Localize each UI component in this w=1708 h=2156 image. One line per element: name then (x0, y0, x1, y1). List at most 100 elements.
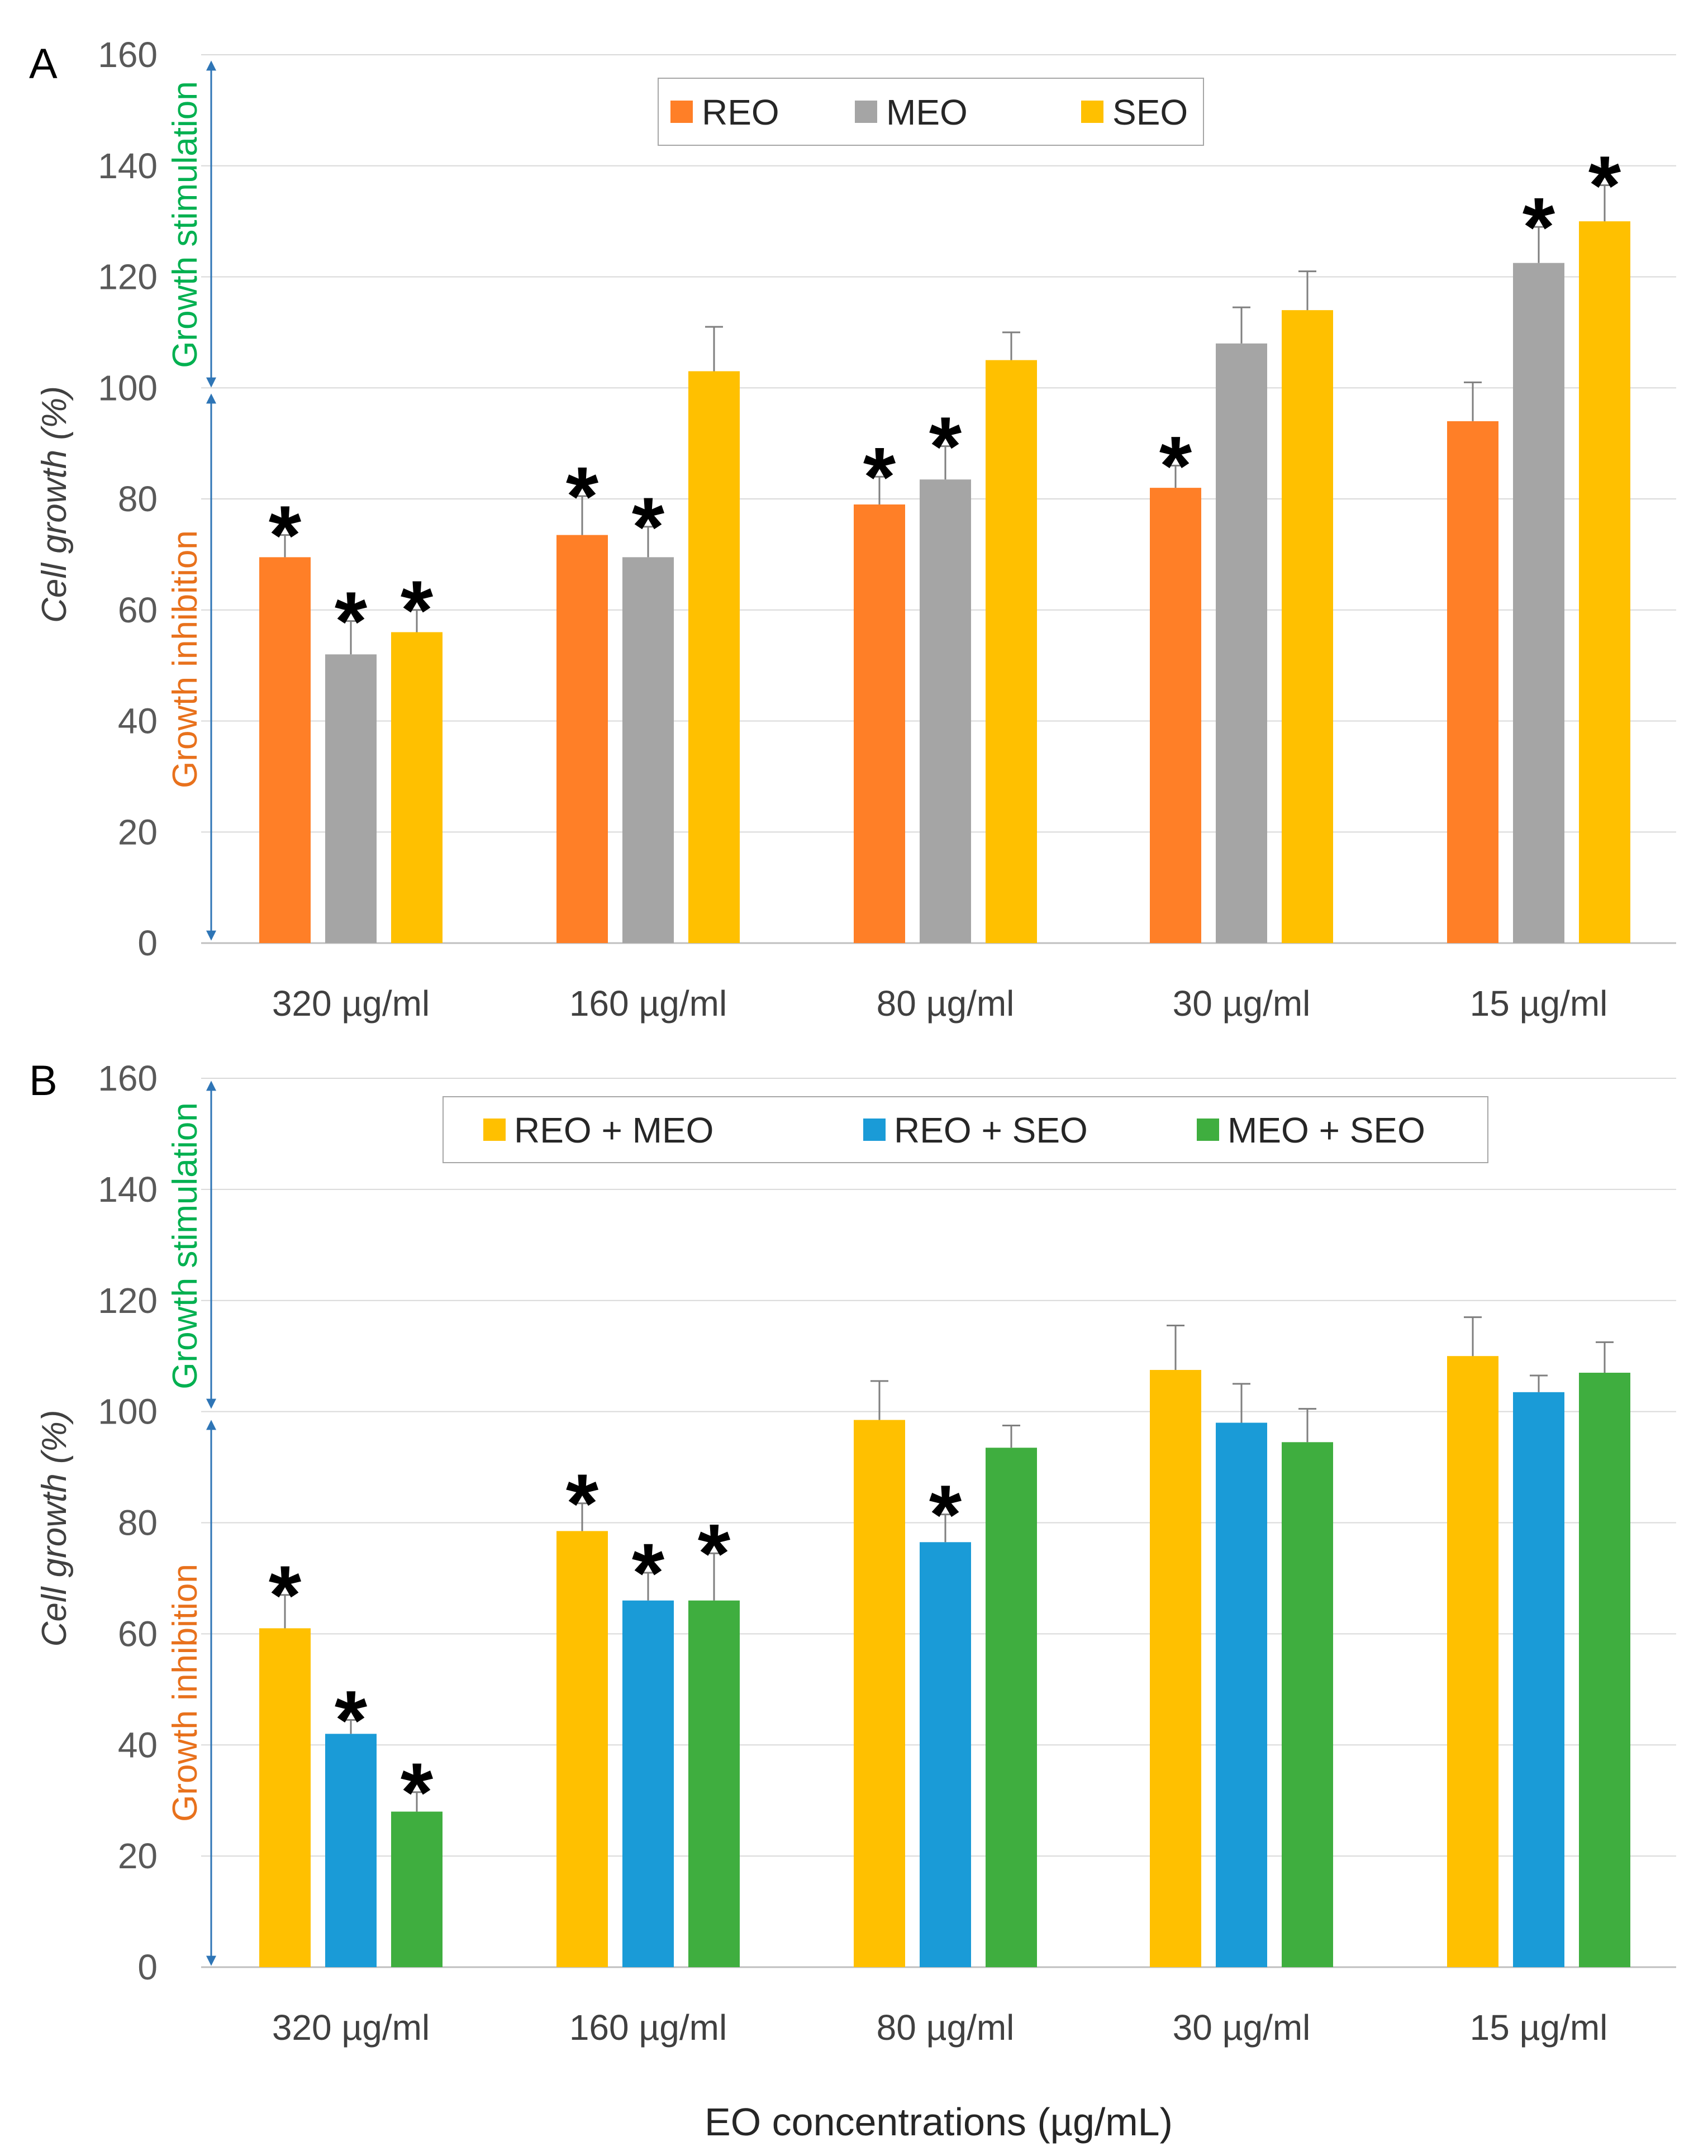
significance-asterisk: * (401, 563, 434, 657)
significance-asterisk: * (401, 1745, 434, 1839)
legend-swatch (1081, 101, 1103, 123)
panel-letter: B (29, 1057, 58, 1105)
y-tick-label: 80 (118, 1503, 158, 1543)
x-tick-label: 320 µg/ml (272, 2007, 430, 2048)
y-tick-label: 100 (98, 1392, 158, 1432)
significance-asterisk: * (929, 399, 962, 493)
x-tick-label: 30 µg/ml (1173, 983, 1311, 1024)
x-tick-label: 80 µg/ml (877, 2007, 1015, 2048)
legend: REO + MEO REO + SEO MEO + SEO (443, 1096, 1488, 1163)
growth-stimulation-label: Growth stimulation (166, 81, 204, 368)
bar-reo-seo (622, 1600, 674, 1967)
legend-label: MEO (886, 92, 968, 132)
bar-reo-meo (1447, 1356, 1498, 1967)
growth-inhibition-label: Growth inhibition (166, 530, 204, 788)
bar-reo (1447, 421, 1498, 943)
y-tick-label: 0 (137, 923, 158, 963)
significance-asterisk: * (566, 1457, 599, 1550)
significance-asterisk: * (566, 449, 599, 543)
significance-asterisk: * (698, 1506, 731, 1600)
legend-label: SEO (1112, 92, 1188, 132)
bar-reo-seo (325, 1734, 377, 1967)
significance-asterisk: * (929, 1468, 962, 1562)
bar-meo (1513, 263, 1564, 943)
significance-asterisk: * (632, 1526, 665, 1620)
legend-swatch (855, 101, 877, 123)
bar-seo (986, 360, 1037, 943)
legend-swatch (863, 1119, 886, 1141)
bar-meo-seo (986, 1448, 1037, 1967)
y-tick-label: 140 (98, 1169, 158, 1210)
bar-meo-seo (391, 1811, 443, 1967)
bar-reo-seo (1513, 1392, 1564, 1967)
significance-asterisk: * (335, 1673, 368, 1767)
bar-seo (1579, 221, 1630, 943)
bar-reo (556, 535, 608, 943)
legend-label: REO (702, 92, 779, 132)
bar-reo (854, 504, 905, 943)
y-tick-label: 40 (118, 1725, 158, 1765)
bar-meo (325, 654, 377, 943)
growth-inhibition-label: Growth inhibition (166, 1564, 204, 1822)
bar-seo (391, 632, 443, 943)
legend-box (658, 78, 1204, 146)
significance-asterisk: * (1523, 180, 1555, 274)
legend-swatch (483, 1119, 506, 1141)
bar-reo (1150, 488, 1201, 943)
bar-meo-seo (1282, 1442, 1333, 1967)
chart-panel-b: B 0 20 40 60 80 100 120 140 160 Cell growth (%) Gro… (29, 1057, 1676, 2144)
x-axis-label: EO concentrations (µg/mL) (705, 2100, 1173, 2144)
y-axis-label: Cell growth (%) (35, 386, 74, 623)
y-tick-label: 140 (98, 146, 158, 186)
x-tick-label: 160 µg/ml (569, 2007, 727, 2048)
legend-swatch (670, 101, 693, 123)
significance-asterisk: * (863, 430, 896, 523)
legend-label: REO + MEO (514, 1110, 713, 1150)
bar-seo (1282, 310, 1333, 943)
bar-seo (688, 371, 740, 943)
significance-asterisk: * (1588, 139, 1621, 232)
y-tick-label: 80 (118, 479, 158, 519)
bar-reo (259, 557, 311, 943)
bar-meo (1216, 343, 1267, 943)
x-tick-label: 15 µg/ml (1470, 2007, 1608, 2048)
chart-panel-a: A 0 20 40 60 80 100 120 140 160 Cell growth (%) Gro… (29, 35, 1676, 1024)
bar-reo-meo (1150, 1370, 1201, 1967)
y-axis-label: Cell growth (%) (35, 1410, 74, 1647)
y-tick-label: 160 (98, 1058, 158, 1098)
significance-asterisk: * (269, 1548, 302, 1642)
significance-asterisk: * (1159, 418, 1192, 512)
x-tick-label: 30 µg/ml (1173, 2007, 1311, 2048)
y-tick-label: 60 (118, 1614, 158, 1654)
bar-meo-seo (688, 1600, 740, 1967)
x-tick-label: 80 µg/ml (877, 983, 1015, 1024)
legend-label: REO + SEO (894, 1110, 1088, 1150)
y-tick-label: 160 (98, 35, 158, 75)
y-tick-label: 120 (98, 1281, 158, 1321)
legend-label: MEO + SEO (1228, 1110, 1425, 1150)
significance-asterisk: * (269, 488, 302, 582)
significance-asterisk: * (632, 480, 665, 574)
significance-asterisk: * (335, 574, 368, 668)
bar-reo-meo (556, 1531, 608, 1967)
y-tick-label: 20 (118, 812, 158, 852)
x-tick-label: 320 µg/ml (272, 983, 430, 1024)
y-tick-label: 120 (98, 257, 158, 297)
y-tick-label: 20 (118, 1836, 158, 1876)
x-tick-label: 15 µg/ml (1470, 983, 1608, 1024)
y-tick-label: 60 (118, 590, 158, 630)
bar-meo (622, 557, 674, 943)
y-tick-label: 0 (137, 1947, 158, 1987)
legend-swatch (1197, 1119, 1219, 1141)
bar-reo-seo (1216, 1422, 1267, 1967)
legend-box (443, 1096, 1488, 1163)
bar-reo-meo (259, 1628, 311, 1967)
legend: REO MEO SEO (658, 78, 1204, 146)
bar-meo-seo (1579, 1373, 1630, 1967)
growth-stimulation-label: Growth stimulation (166, 1102, 204, 1389)
panel-letter: A (29, 40, 58, 88)
y-tick-label: 40 (118, 701, 158, 741)
bar-reo-seo (920, 1542, 971, 1967)
y-tick-label: 100 (98, 368, 158, 408)
